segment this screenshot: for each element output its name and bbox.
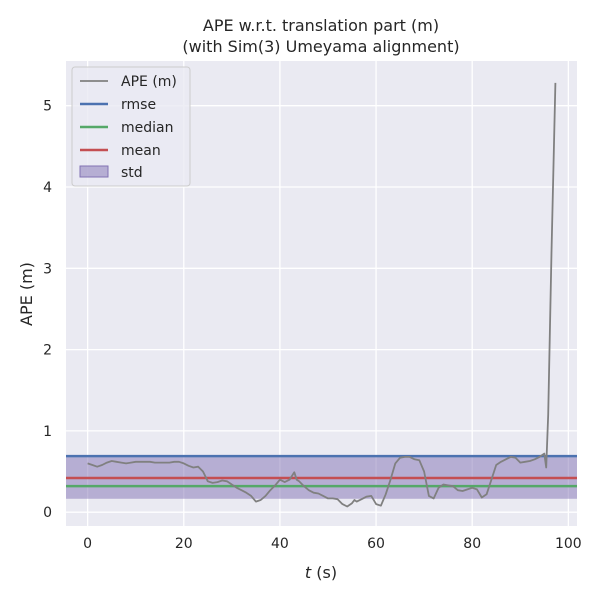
y-tick-labels: 0 1 2 3 4 5: [43, 99, 52, 521]
x-axis-label-unit: (s): [311, 563, 337, 582]
chart-subtitle: (with Sim(3) Umeyama alignment): [182, 37, 459, 56]
ape-series-line: [87, 82, 557, 508]
legend-label-mean: mean: [121, 143, 161, 159]
y-tick-label: 3: [43, 261, 52, 277]
y-tick-label: 0: [43, 505, 52, 521]
x-tick-label: 60: [367, 536, 385, 552]
legend-box: [71, 66, 191, 187]
y-axis-label: APE (m): [17, 262, 36, 326]
x-axis-label: t (s): [305, 563, 337, 582]
y-tick-label: 5: [43, 99, 52, 115]
x-tick-label: 0: [83, 536, 92, 552]
y-tick-label: 1: [43, 424, 52, 440]
x-tick-label: 80: [463, 536, 481, 552]
series-layer: [87, 82, 557, 508]
y-tick-label: 2: [43, 343, 52, 359]
legend-label-ape: APE (m): [121, 74, 177, 90]
x-axis-label-var: t: [305, 563, 312, 582]
x-tick-labels: 0 20 40 60 80 100: [83, 536, 582, 552]
legend: APE (m) rmse median mean std: [71, 66, 191, 187]
legend-swatch-std: [79, 165, 109, 178]
x-tick-label: 100: [555, 536, 582, 552]
legend-label-std: std: [121, 165, 143, 181]
x-tick-label: 20: [175, 536, 193, 552]
chart-title: APE w.r.t. translation part (m): [203, 16, 439, 35]
legend-label-rmse: rmse: [121, 97, 156, 113]
x-tick-label: 40: [271, 536, 289, 552]
y-tick-label: 4: [43, 180, 52, 196]
legend-label-median: median: [121, 120, 173, 136]
grid: [66, 61, 577, 526]
